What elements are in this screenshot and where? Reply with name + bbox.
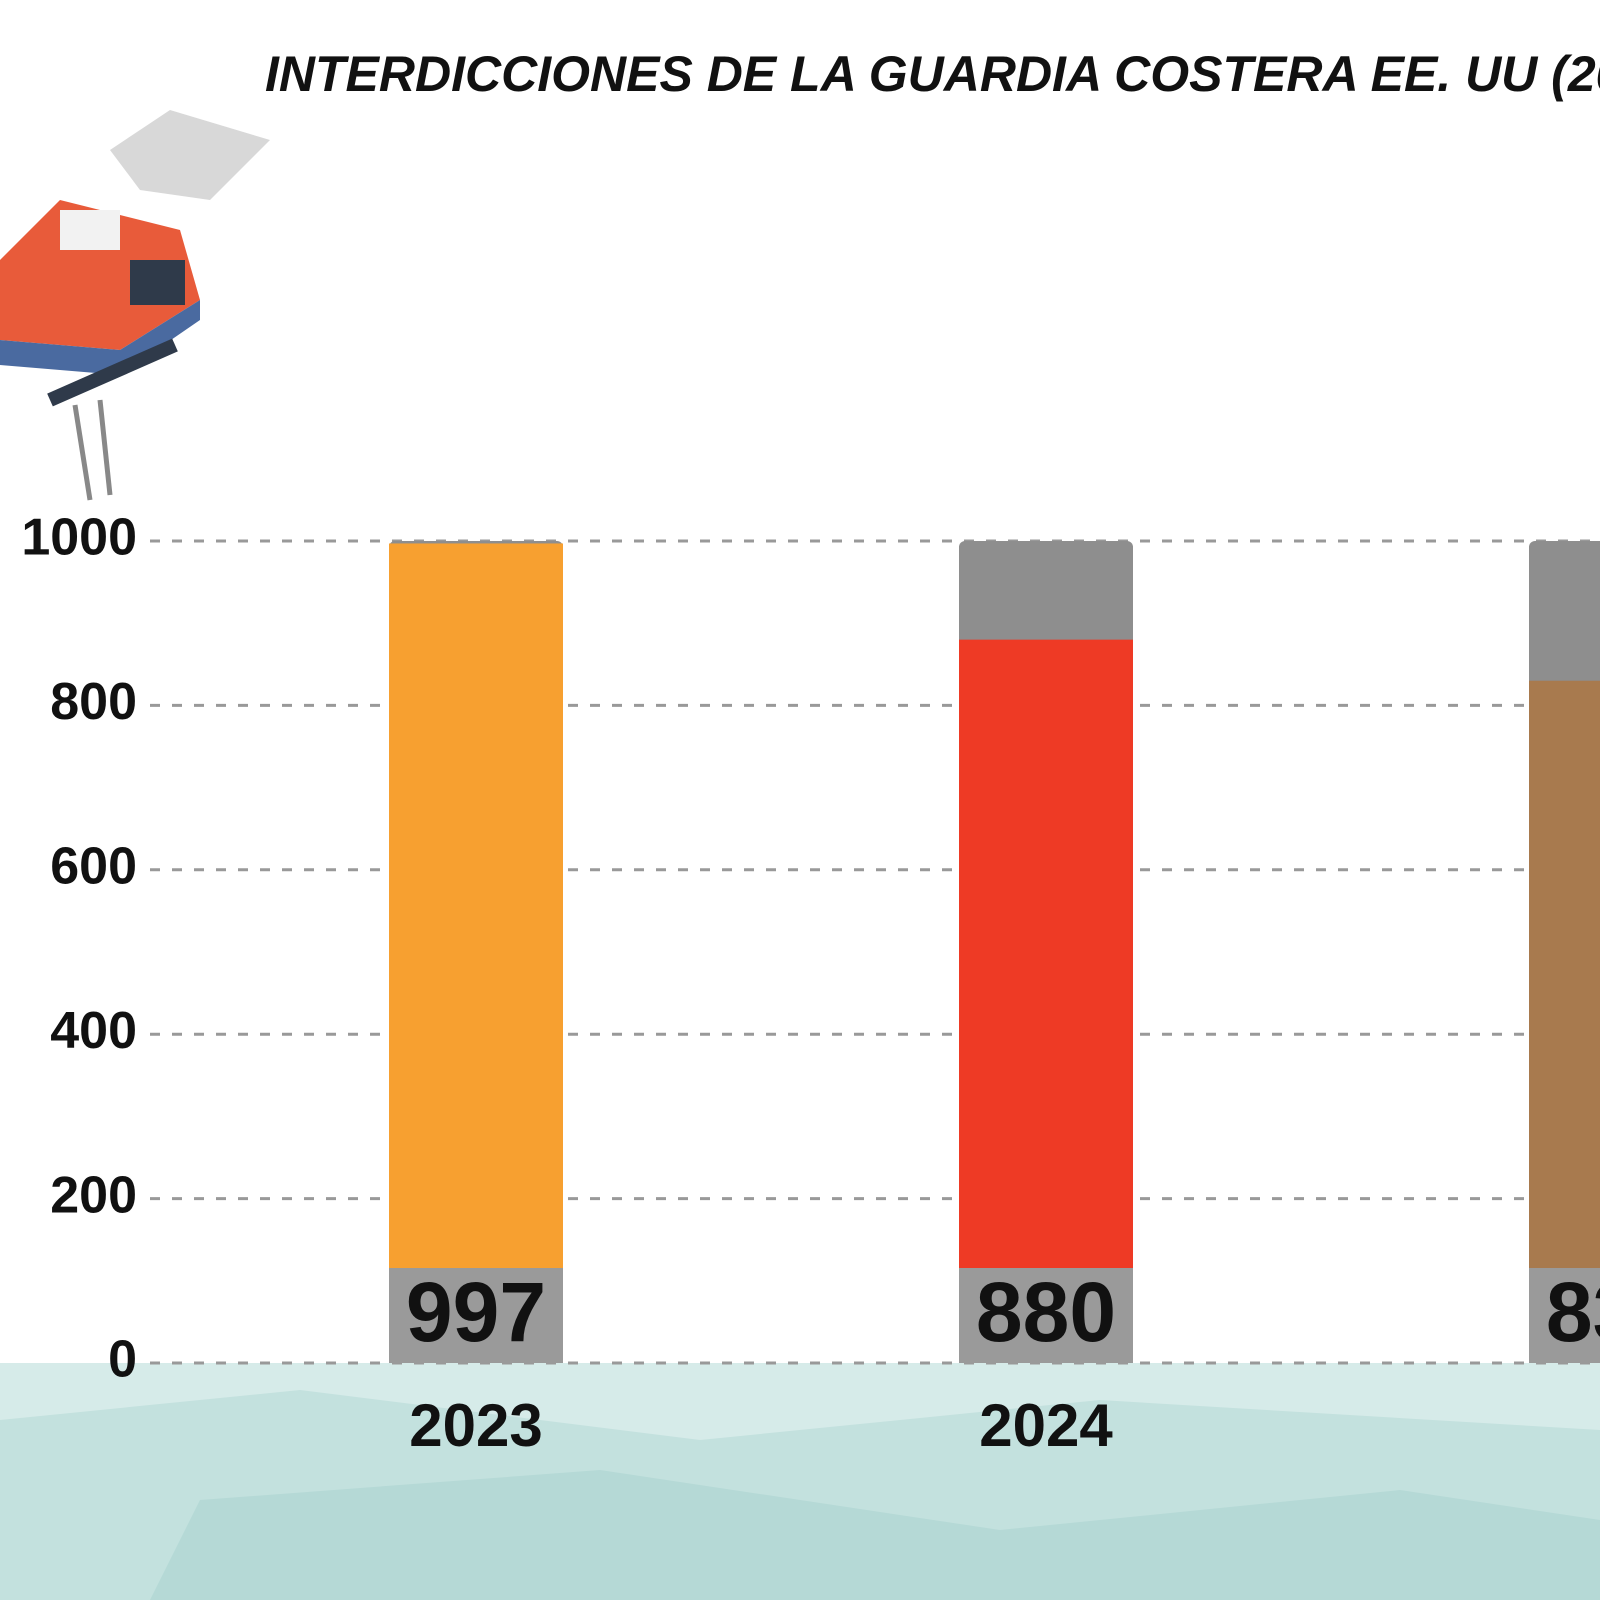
value-label-box [389,1268,563,1363]
bar [1529,680,1600,1363]
value-label: 997 [406,1265,546,1359]
x-tick-label: 2024 [979,1392,1113,1459]
x-tick-label: 2023 [409,1392,542,1459]
y-tick-label: 600 [50,838,137,896]
y-tick-label: 400 [50,1002,137,1060]
value-label: 830 [1546,1265,1600,1359]
y-tick-label: 200 [50,1166,137,1224]
chart-title: INTERDICCIONES DE LA GUARDIA COSTERA EE.… [265,46,1600,102]
bar [959,639,1133,1363]
y-tick-label: 800 [50,673,137,731]
value-label-box [959,1268,1133,1363]
value-label: 880 [976,1265,1116,1359]
value-label-box [1529,1268,1600,1363]
bar [389,543,563,1363]
sea-background [0,1363,1600,1600]
helicopter-illustration [0,110,270,501]
y-tick-label: 0 [108,1331,137,1389]
y-tick-label: 1000 [21,509,137,567]
